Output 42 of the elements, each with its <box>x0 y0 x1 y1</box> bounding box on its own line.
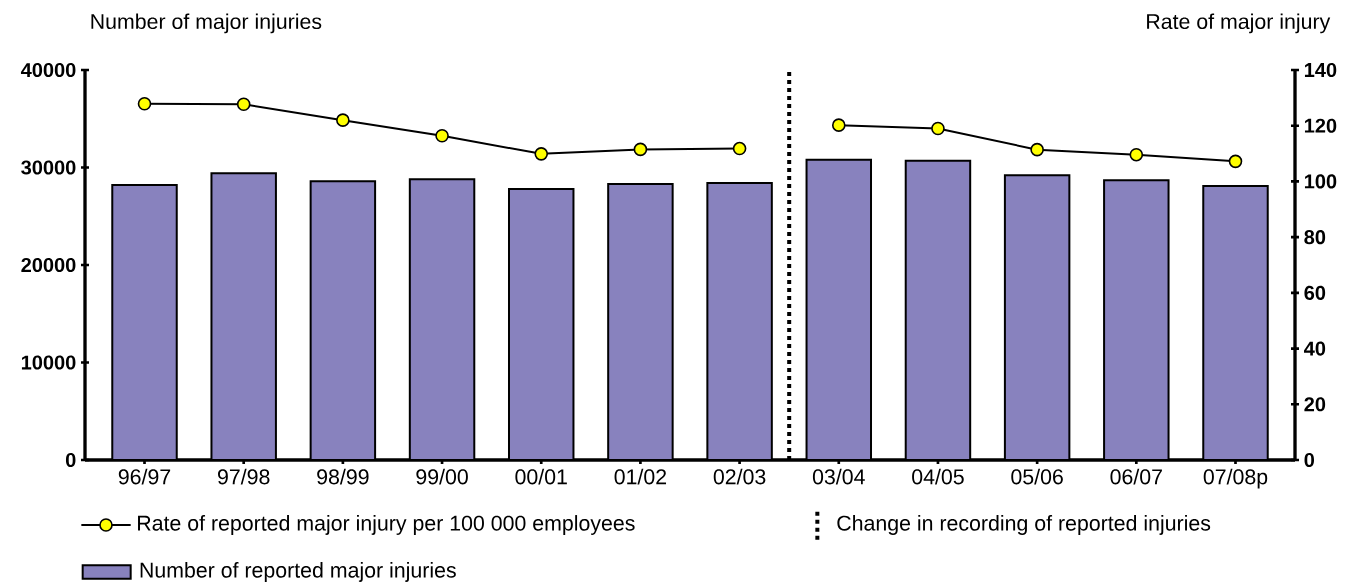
y2-tick-label: 60 <box>1304 285 1326 300</box>
y2-tick-label: 0 <box>1304 452 1315 468</box>
x-tick-label: 97/98 <box>218 468 270 485</box>
y2-tick-label: 40 <box>1304 341 1326 356</box>
y2-tick-label: 100 <box>1304 174 1337 189</box>
x-tick-label: 99/00 <box>416 468 468 485</box>
y2-tick-label: 80 <box>1304 230 1326 245</box>
point <box>732 141 747 156</box>
x-tick-label: 06/07 <box>1110 468 1162 485</box>
y2-tick-label: 20 <box>1304 397 1326 412</box>
y-axis-title: Number of major injuries <box>91 13 322 34</box>
x-tick-label: 07/08p <box>1203 468 1268 489</box>
point <box>831 118 846 132</box>
y-tick-label: 20000 <box>21 257 76 273</box>
y-tick-label: 30000 <box>21 160 76 175</box>
point <box>435 128 449 143</box>
x-tick-label: 96/97 <box>118 468 171 485</box>
x-tick-label: 01/02 <box>614 468 667 485</box>
point <box>633 142 648 157</box>
point <box>1030 142 1044 157</box>
point <box>236 97 251 112</box>
x-tick-label: 02/03 <box>713 468 766 485</box>
x-tick-label: 04/05 <box>912 468 964 485</box>
x-tick-label: 05/06 <box>1011 468 1063 485</box>
y2-tick-label: 120 <box>1304 118 1337 133</box>
y-tick-label: 0 <box>65 452 76 468</box>
legend-label: Rate of reported major injury per 100 000 employees <box>138 515 635 535</box>
y-tick-label: 10000 <box>21 355 76 370</box>
y2-axis-title: Rate of major injury <box>1147 13 1331 34</box>
legend-label: Number of reported major injuries <box>140 562 456 582</box>
point <box>336 113 350 127</box>
point <box>534 147 549 161</box>
y2-tick-label: 140 <box>1304 62 1337 78</box>
text: Change in recording of reported injuries <box>837 515 1211 535</box>
x-tick-label: 00/01 <box>515 468 567 485</box>
point <box>1228 154 1243 169</box>
y-tick-label: 40000 <box>20 62 76 78</box>
point <box>1129 147 1144 162</box>
point <box>137 96 152 111</box>
x-tick-label: 03/04 <box>812 468 865 485</box>
x-tick-label: 98/99 <box>317 468 369 485</box>
point <box>931 121 945 136</box>
